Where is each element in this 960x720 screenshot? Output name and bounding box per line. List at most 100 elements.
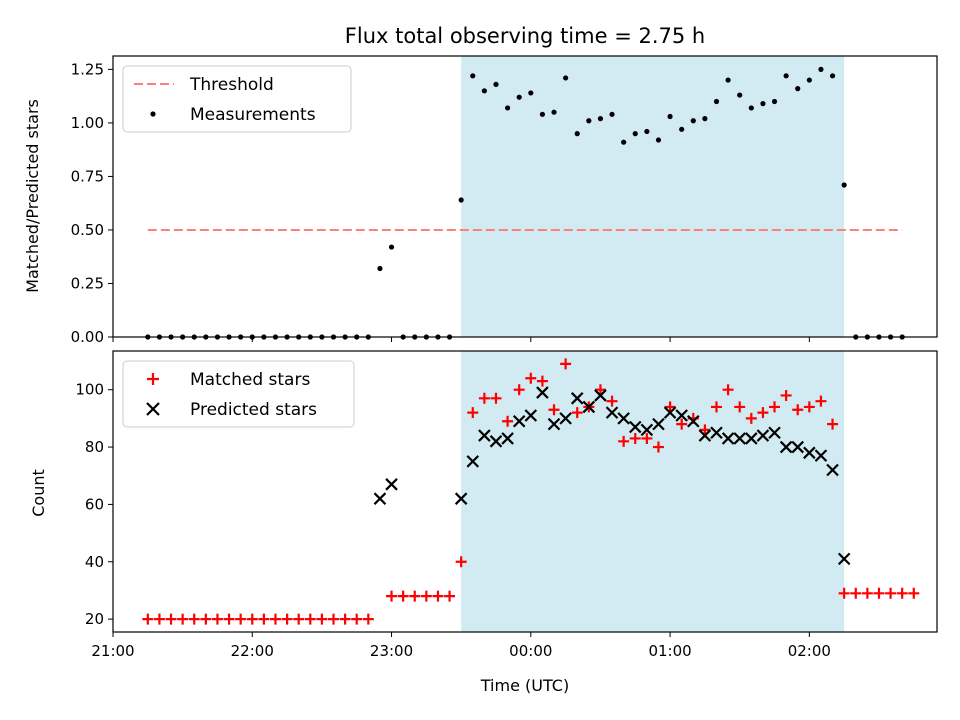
measurement-point — [818, 66, 824, 72]
predicted-star-point — [710, 426, 723, 439]
ytick-label: 80 — [85, 438, 104, 456]
measurement-point — [563, 75, 569, 81]
matched-star-point — [827, 418, 839, 430]
xtick-label: 00:00 — [509, 642, 552, 660]
measurement-point — [586, 118, 592, 124]
count-legend-box — [122, 360, 355, 428]
matched-star-point — [258, 613, 270, 625]
predicted-star-point — [698, 429, 712, 442]
matched-star-point — [885, 587, 897, 599]
predicted-star-point — [663, 406, 677, 419]
count-panel-xlabel: Time (UTC) — [480, 676, 569, 695]
matched-star-point — [467, 407, 479, 419]
predicted-star-point — [721, 432, 735, 445]
matched-star-point — [455, 556, 467, 568]
predicted-star-point — [605, 406, 619, 419]
matched-star-point — [606, 395, 618, 407]
measurement-point — [377, 265, 383, 272]
measurement-point — [679, 126, 685, 132]
legend-predicted-label: Predicted stars — [190, 400, 317, 420]
predicted-star-point — [501, 432, 514, 445]
matched-star-point — [908, 587, 920, 599]
matched-star-point — [676, 418, 688, 430]
matched-star-point — [409, 590, 421, 602]
matched-star-point — [235, 613, 247, 625]
count-observing-window — [461, 351, 845, 632]
measurement-point — [632, 131, 638, 137]
chart-title: Flux total observing time = 2.75 h — [345, 24, 705, 48]
measurement-point — [539, 111, 546, 117]
legend-matched-swatch — [147, 373, 159, 385]
measurement-point — [481, 88, 487, 94]
matched-star-point — [815, 395, 827, 407]
predicted-star-point — [814, 449, 828, 462]
ytick-label: 0.25 — [71, 274, 104, 292]
measurement-point — [644, 128, 650, 135]
count-panel-ylabel: Count — [29, 469, 48, 517]
matched-star-point — [536, 375, 548, 387]
matched-star-point — [269, 613, 281, 625]
matched-star-point — [652, 441, 664, 453]
measurement-point — [737, 92, 743, 98]
matched-star-point — [420, 590, 432, 602]
matched-star-point — [757, 407, 769, 419]
matched-star-point — [339, 613, 351, 625]
xtick-label: 23:00 — [370, 642, 413, 660]
predicted-star-point — [524, 409, 538, 422]
measurement-point — [388, 244, 395, 250]
matched-star-point — [548, 404, 560, 416]
measurement-point — [504, 105, 511, 111]
matched-star-point — [281, 613, 293, 625]
measurement-point — [516, 94, 522, 100]
xtick-label: 21:00 — [91, 642, 134, 660]
matched-star-point — [769, 401, 781, 413]
matched-star-point — [792, 404, 804, 416]
matched-star-point — [710, 401, 722, 413]
matched-star-point — [896, 587, 908, 599]
matched-star-point — [142, 613, 154, 625]
predicted-star-point — [570, 392, 584, 405]
measurement-point — [771, 98, 778, 105]
predicted-star-point — [837, 552, 851, 566]
predicted-star-point — [536, 386, 549, 399]
predicted-star-point — [652, 417, 665, 431]
xtick-label: 02:00 — [788, 642, 831, 660]
matched-star-point — [838, 587, 850, 599]
count-panel-frame — [112, 350, 938, 633]
predicted-star-point — [512, 414, 526, 428]
matched-star-point — [211, 613, 223, 625]
predicted-star-point — [826, 463, 839, 477]
measurement-point — [806, 77, 812, 83]
measurement-point — [528, 90, 534, 96]
matched-star-point — [490, 392, 502, 404]
matched-star-point — [386, 590, 398, 602]
ytick-label: 0.00 — [71, 328, 104, 346]
matched-star-point — [223, 613, 235, 625]
matched-star-point — [304, 613, 316, 625]
ratio-legend-box — [122, 65, 352, 133]
ytick-label: 1.25 — [71, 60, 104, 78]
matched-star-point — [188, 613, 200, 625]
measurement-point — [841, 182, 847, 188]
matched-star-point — [513, 384, 525, 396]
matched-star-point — [664, 401, 676, 413]
ytick-label: 1.00 — [71, 114, 104, 132]
measurement-point — [493, 81, 499, 87]
measurement-point — [760, 101, 766, 107]
matched-star-point — [873, 587, 885, 599]
measurement-point — [609, 111, 615, 117]
legend-matched-label: Matched stars — [190, 370, 310, 390]
predicted-star-point — [478, 429, 491, 442]
predicted-star-point — [547, 417, 561, 431]
measurement-point — [458, 197, 464, 203]
measurement-point — [551, 109, 557, 115]
measurement-point — [574, 131, 580, 137]
matched-star-point — [560, 358, 572, 370]
measurement-point — [725, 77, 731, 83]
measurement-point — [621, 139, 627, 145]
predicted-star-point — [779, 440, 793, 454]
predicted-star-point — [628, 420, 642, 434]
matched-star-point — [722, 384, 734, 396]
matched-star-point — [618, 435, 630, 447]
ytick-label: 0.50 — [71, 221, 104, 239]
